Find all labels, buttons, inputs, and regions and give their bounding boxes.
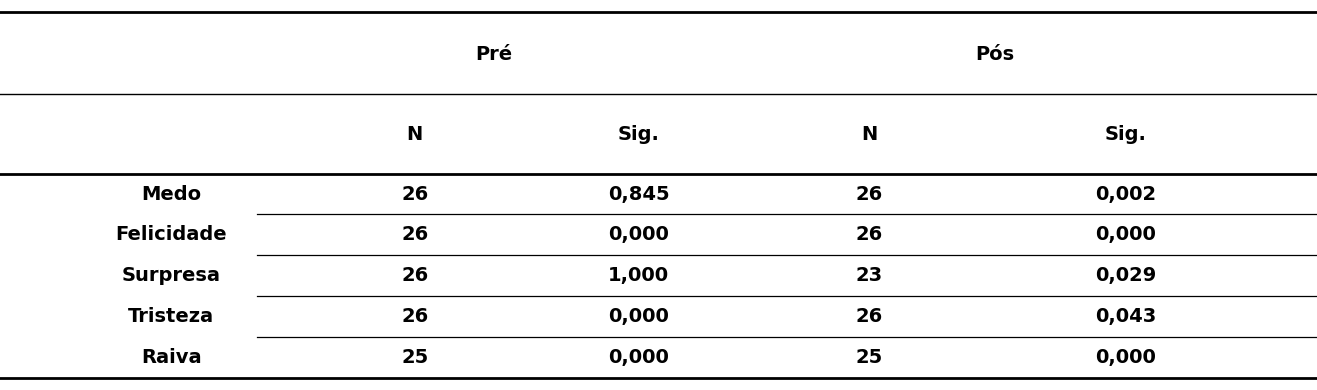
Text: 26: 26	[402, 266, 428, 285]
Text: 0,845: 0,845	[608, 184, 669, 204]
Text: N: N	[861, 125, 877, 144]
Text: 0,000: 0,000	[608, 307, 669, 326]
Text: 26: 26	[856, 307, 882, 326]
Text: 0,043: 0,043	[1096, 307, 1156, 326]
Text: 0,002: 0,002	[1096, 184, 1156, 204]
Text: 26: 26	[402, 225, 428, 245]
Text: 0,029: 0,029	[1096, 266, 1156, 285]
Text: Tristeza: Tristeza	[128, 307, 215, 326]
Text: 26: 26	[856, 184, 882, 204]
Text: 25: 25	[402, 348, 428, 367]
Text: Medo: Medo	[141, 184, 202, 204]
Text: 23: 23	[856, 266, 882, 285]
Text: 26: 26	[402, 184, 428, 204]
Text: Surpresa: Surpresa	[121, 266, 221, 285]
Text: 0,000: 0,000	[608, 225, 669, 245]
Text: 26: 26	[856, 225, 882, 245]
Text: 25: 25	[856, 348, 882, 367]
Text: Pré: Pré	[475, 45, 512, 64]
Text: Pós: Pós	[975, 45, 1014, 64]
Text: 0,000: 0,000	[608, 348, 669, 367]
Text: 0,000: 0,000	[1096, 225, 1156, 245]
Text: 0,000: 0,000	[1096, 348, 1156, 367]
Text: Felicidade: Felicidade	[116, 225, 227, 245]
Text: Raiva: Raiva	[141, 348, 202, 367]
Text: Sig.: Sig.	[618, 125, 660, 144]
Text: 26: 26	[402, 307, 428, 326]
Text: 1,000: 1,000	[608, 266, 669, 285]
Text: Sig.: Sig.	[1105, 125, 1147, 144]
Text: N: N	[407, 125, 423, 144]
